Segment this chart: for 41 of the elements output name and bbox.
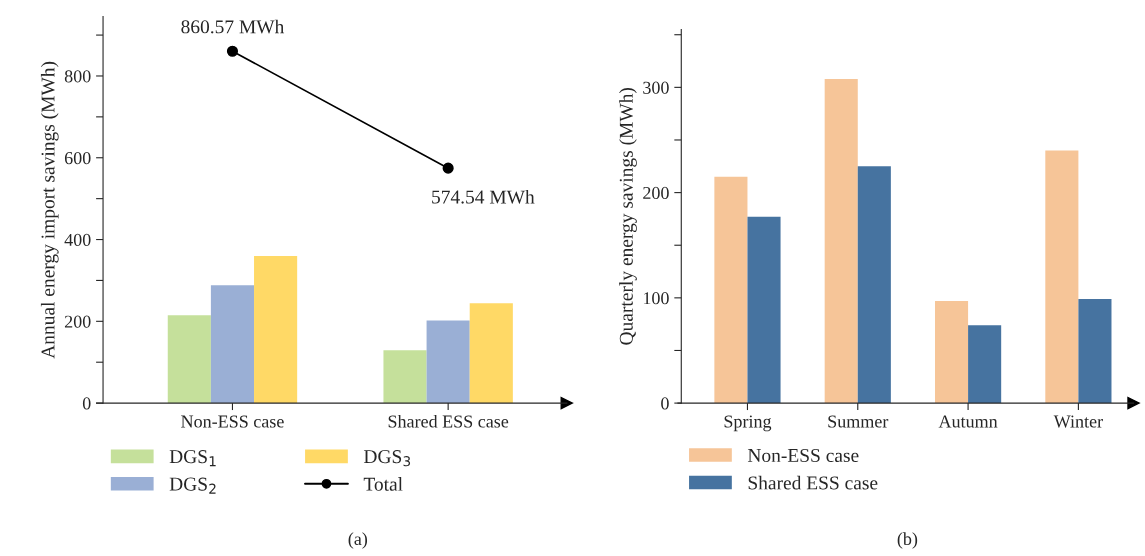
bar [968,325,1002,404]
text: (a) [348,532,368,549]
x-tick-label: Summer [828,415,889,428]
y-tick-label: 600 [64,152,91,165]
y-tick-label: 200 [64,315,91,328]
bar [469,303,513,404]
bar [426,320,470,404]
y-tick-label: 400 [64,233,91,246]
bar [714,176,748,404]
legend-label: Shared ESS case [748,475,878,490]
annotation: 574.54 MWh [432,189,535,204]
bar [824,78,858,404]
x-tick-label: Non-ESS case [181,415,284,428]
legend-label: DGS$_{1}$ [169,450,216,467]
bar [1045,150,1079,404]
y-tick-label: 0 [661,397,669,410]
y-tick-label: 100 [643,292,669,305]
text: (b) [897,532,918,549]
bar [857,166,891,404]
legend-label: DGS$_{2}$ [169,477,216,494]
bar [934,301,969,404]
legend-label: Total [363,477,403,491]
bar [254,255,298,404]
x-tick-label: Shared ESS case [388,414,509,428]
y-axis-title: Annual energy import savings (MWh) [40,61,59,359]
bar [747,216,781,404]
y-tick-label: 300 [643,81,669,94]
annotation: 860.57 MWh [181,19,285,34]
y-tick-label: 800 [64,70,91,83]
bar [383,350,427,404]
y-tick-label: 0 [82,397,91,410]
bar [210,285,255,404]
x-tick-label: Spring [724,415,772,432]
x-tick-label: Winter [1053,415,1103,428]
y-tick-label: 200 [643,186,669,200]
y-axis-title: Quarterly energy savings (MWh) [619,87,637,345]
x-tick-label: Autumn [938,415,998,428]
bar [167,315,211,404]
legend-label: DGS$_{3}$ [363,450,411,467]
bar [1078,298,1112,404]
legend-label: Non-ESS case [747,448,859,463]
